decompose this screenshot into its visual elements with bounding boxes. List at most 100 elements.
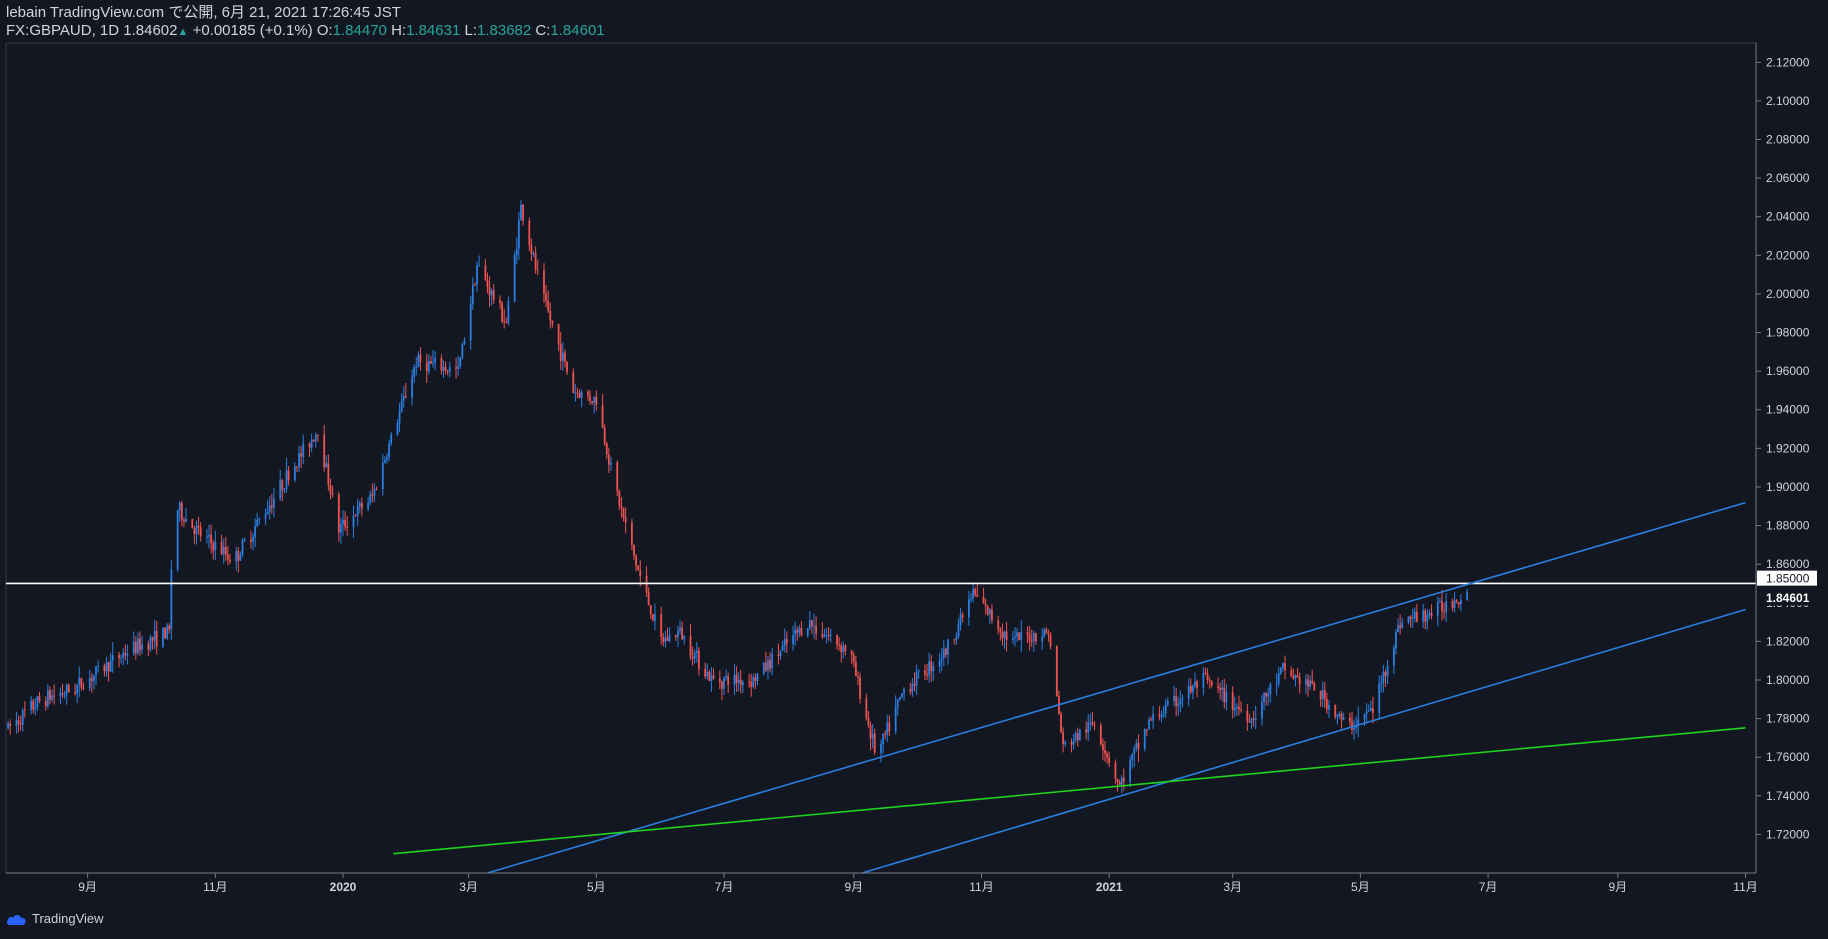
candle-body: [1204, 672, 1207, 674]
candle-body: [677, 630, 679, 638]
candle-body: [961, 614, 964, 618]
candle-body: [30, 700, 33, 711]
candle-body: [19, 723, 22, 725]
candle-body: [593, 396, 596, 403]
candle-body: [944, 648, 947, 655]
candle-body: [287, 470, 290, 481]
candle-body: [501, 303, 504, 322]
candle-body: [1269, 683, 1272, 694]
candle-body: [250, 539, 252, 542]
price-axis-labels: 1.85000 1.84601: [1756, 570, 1818, 606]
candle-body: [739, 679, 742, 686]
candle-body: [243, 539, 246, 541]
price-axis[interactable]: 2.12000 2.10000 2.08000 2.06000 2.04000 2.020…: [1756, 55, 1810, 841]
candle-body: [515, 248, 518, 256]
candle-body: [122, 652, 125, 658]
candle-body: [649, 605, 652, 615]
candle-body: [691, 656, 694, 659]
candle-body: [1307, 679, 1309, 687]
last-price: 1.84602: [123, 22, 178, 39]
candle-body: [388, 443, 390, 458]
candle-body: [254, 526, 257, 537]
candle-body: [210, 534, 213, 544]
footer-brand: TradingView: [6, 911, 104, 926]
candle-body: [273, 498, 275, 508]
candle-body: [1099, 725, 1102, 745]
candle-body: [1045, 629, 1048, 634]
candle-body: [51, 695, 53, 700]
candle-body: [340, 524, 342, 533]
candle-body: [425, 362, 428, 372]
candle-body: [136, 638, 139, 654]
candle-body: [1357, 719, 1360, 726]
candle-body: [674, 635, 677, 638]
candle-body: [139, 638, 141, 651]
candle-body: [134, 642, 137, 654]
candle-body: [1319, 690, 1322, 700]
candle-body: [1282, 663, 1284, 668]
candle-body: [769, 659, 771, 669]
candle-body: [660, 614, 663, 637]
symbol-name[interactable]: FX:GBPAUD, 1D: [6, 22, 120, 39]
candle-body: [314, 434, 317, 442]
candle-body: [997, 620, 1000, 630]
candle-body: [434, 358, 437, 363]
close-label: C:: [535, 22, 551, 39]
candle-body: [1254, 718, 1257, 720]
price-tick-label: 2.08000: [1766, 133, 1810, 147]
candle-body: [888, 722, 891, 732]
candle-body: [842, 645, 845, 653]
candle-body: [827, 635, 830, 637]
close-value: 1.84601: [550, 22, 605, 39]
candle-body: [199, 527, 202, 537]
last-price-tag-bg: [1756, 589, 1818, 606]
candle-body: [312, 439, 315, 442]
candle-body: [164, 627, 166, 639]
candle-body: [471, 284, 474, 304]
candle-body: [792, 635, 794, 644]
candle-body: [1445, 601, 1448, 613]
candle-body: [264, 514, 267, 520]
candle-body: [1325, 699, 1328, 710]
candle-body: [741, 681, 744, 686]
candle-body: [417, 354, 420, 368]
candle-body: [1430, 612, 1433, 616]
candle-body: [358, 503, 361, 506]
candle-body: [185, 518, 187, 522]
candle-body: [566, 361, 568, 373]
candle-body: [505, 321, 508, 324]
candle-body: [1378, 683, 1381, 713]
candle-body: [616, 462, 619, 492]
candle-body: [1032, 633, 1035, 642]
candle-body: [400, 400, 403, 412]
horizontal-line-price-tag: [1757, 570, 1817, 586]
candle-body: [21, 709, 24, 725]
candle-body: [1160, 715, 1163, 717]
candle-body: [252, 536, 254, 542]
candle-body: [664, 637, 667, 643]
candle-body: [484, 265, 487, 281]
candle-body: [1372, 707, 1374, 713]
candle-body: [639, 570, 642, 576]
candle-body: [415, 367, 418, 369]
candle-body: [1162, 713, 1165, 716]
candle-body: [473, 284, 476, 286]
candle-body: [49, 690, 51, 700]
candle-body: [1152, 714, 1155, 721]
candle-body: [1018, 632, 1021, 641]
candle-body: [1413, 611, 1416, 619]
candle-body: [337, 494, 340, 533]
candle-body: [1415, 611, 1418, 622]
candle-body: [195, 525, 198, 535]
candle-body: [748, 681, 751, 683]
candle-body: [1294, 675, 1297, 679]
candle-body: [1043, 629, 1046, 637]
candle-body: [718, 678, 721, 683]
candle-body: [1187, 685, 1190, 699]
candle-body: [310, 439, 313, 448]
candle-body: [972, 589, 975, 599]
candle-body: [346, 526, 349, 528]
time-axis[interactable]: 9月 11月 2020 3月 5月 7月 9月 11月 2021 3月 5月 7月 9月 11月: [78, 873, 1758, 894]
candle-body: [1129, 760, 1132, 783]
